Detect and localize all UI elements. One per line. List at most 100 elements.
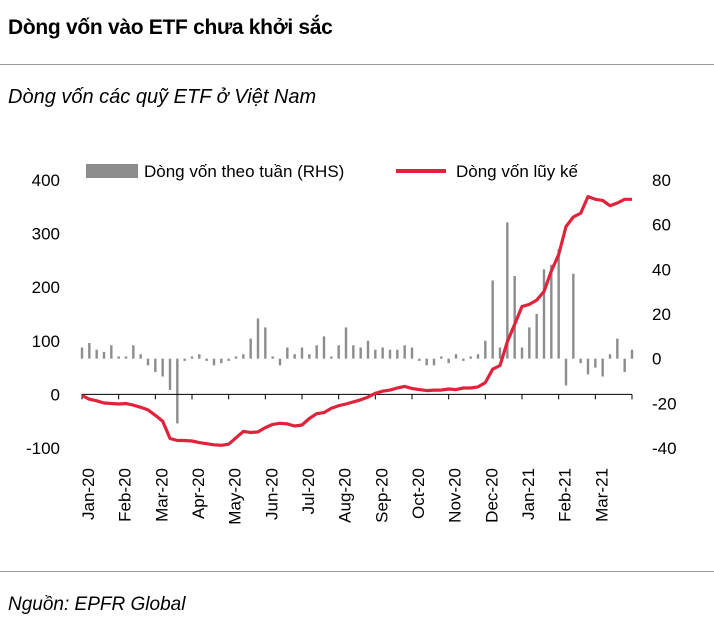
right-axis-tick: 60 xyxy=(652,216,671,235)
weekly-flow-bar xyxy=(432,358,436,366)
x-axis-label: Dec-20 xyxy=(482,468,501,523)
weekly-flow-bar xyxy=(498,347,502,359)
left-axis-tick: 300 xyxy=(32,225,60,244)
etf-flow-chart: Dòng vốn theo tuần (RHS) Dòng vốn lũy kế… xyxy=(26,162,677,525)
source-note: Nguồn: EPFR Global xyxy=(8,594,186,615)
weekly-flow-bar xyxy=(124,356,128,359)
weekly-flow-bar xyxy=(146,358,150,366)
weekly-flow-bar xyxy=(161,358,164,377)
headline: Dòng vốn vào ETF chưa khởi sắc xyxy=(8,16,333,39)
weekly-flow-bar xyxy=(388,349,392,359)
weekly-flow-bar xyxy=(117,356,120,359)
legend-bar-label: Dòng vốn theo tuần (RHS) xyxy=(144,162,344,181)
weekly-flow-bar xyxy=(286,347,289,359)
right-axis-tick: 20 xyxy=(652,305,671,324)
weekly-flow-bar xyxy=(322,336,326,359)
weekly-flow-bar xyxy=(264,327,267,359)
weekly-flow-bar xyxy=(293,354,296,359)
x-axis-label: Sep-20 xyxy=(372,468,391,523)
right-axis-tick: -40 xyxy=(652,439,677,458)
left-axis: 400 300 200 100 0 -100 xyxy=(26,171,60,458)
x-axis-label: Jul-20 xyxy=(299,468,318,514)
weekly-flow-bar xyxy=(579,358,582,364)
weekly-flow-bar xyxy=(249,338,252,359)
weekly-flow-bar xyxy=(102,351,106,359)
left-axis-tick: 100 xyxy=(32,332,60,351)
weekly-flow-bar xyxy=(403,345,406,359)
weekly-flow-bar xyxy=(469,356,472,359)
weekly-flow-bar xyxy=(608,354,612,359)
weekly-flow-bar xyxy=(601,358,604,377)
weekly-flow-bar xyxy=(271,356,274,359)
weekly-flow-bar xyxy=(88,343,91,359)
right-axis-tick: -20 xyxy=(652,394,677,413)
weekly-flow-bar xyxy=(484,340,487,359)
chart-subtitle: Dòng vốn các quỹ ETF ở Việt Nam xyxy=(8,86,317,108)
x-axis-label: Oct-20 xyxy=(409,468,428,519)
weekly-flow-bar xyxy=(198,354,201,359)
bottom-divider xyxy=(0,571,714,572)
weekly-flow-bar xyxy=(220,358,223,364)
weekly-flow-bar xyxy=(227,358,230,361)
weekly-flow-bar xyxy=(359,347,362,359)
weekly-flow-bar xyxy=(425,358,428,366)
weekly-flow-bar xyxy=(154,358,157,373)
x-axis-label: Mar-21 xyxy=(592,468,611,522)
legend: Dòng vốn theo tuần (RHS) Dòng vốn lũy kế xyxy=(86,162,578,181)
weekly-flow-bar xyxy=(256,318,260,359)
x-axis-label: Jan-21 xyxy=(519,468,538,520)
weekly-flow-bar xyxy=(491,280,494,359)
weekly-flow-bar xyxy=(183,358,186,361)
weekly-flow-bar xyxy=(410,347,414,359)
left-axis-tick: 0 xyxy=(51,385,60,404)
top-divider xyxy=(0,64,714,65)
weekly-flow-bar xyxy=(476,354,480,359)
x-axis-label: May-20 xyxy=(226,468,245,525)
weekly-flow-bar xyxy=(168,358,172,390)
right-axis: 80 60 40 20 0 -20 -40 xyxy=(652,171,677,458)
weekly-flow-bar xyxy=(447,358,450,364)
x-axis-labels: Jan-20 Feb-20 Mar-20 Apr-20 May-20 Jun-20 Jul-… xyxy=(79,468,611,525)
left-axis-tick: -100 xyxy=(26,439,60,458)
weekly-flow-bar xyxy=(506,222,509,359)
weekly-flow-bar xyxy=(242,354,245,359)
weekly-flow-bar xyxy=(528,327,531,359)
weekly-flow-bar xyxy=(205,358,208,361)
weekly-flow-bar xyxy=(366,340,370,359)
weekly-flow-bar xyxy=(337,345,340,359)
weekly-flow-bar xyxy=(80,347,84,359)
weekly-flow-bar xyxy=(550,264,553,359)
weekly-flow-bar xyxy=(557,249,560,359)
x-axis-ticks xyxy=(81,394,633,400)
right-axis-tick: 0 xyxy=(652,350,661,369)
weekly-flow-bar xyxy=(418,358,421,361)
weekly-flow-bar xyxy=(462,358,465,361)
weekly-flow-bar xyxy=(454,354,458,359)
weekly-flow-bar xyxy=(300,347,304,359)
weekly-flow-bar xyxy=(374,349,377,359)
weekly-flow-bar xyxy=(535,314,538,359)
weekly-flow-bar xyxy=(234,356,238,359)
weekly-flow-bar xyxy=(315,345,318,359)
weekly-flow-bar xyxy=(132,345,135,359)
weekly-flow-bar xyxy=(396,349,399,359)
weekly-flow-bar xyxy=(440,356,443,359)
cumulative-flow-line xyxy=(81,195,632,447)
x-axis-label: Jun-20 xyxy=(262,468,281,520)
weekly-flow-bar xyxy=(630,349,634,359)
weekly-flow-bar xyxy=(308,354,311,359)
weekly-flow-bar xyxy=(190,356,194,359)
weekly-flow-bar xyxy=(513,276,516,359)
weekly-flow-bar xyxy=(520,347,524,359)
x-axis-label: Mar-20 xyxy=(152,468,171,522)
weekly-flow-bar xyxy=(176,358,179,424)
x-axis-label: Apr-20 xyxy=(189,468,208,519)
left-axis-tick: 200 xyxy=(32,278,60,297)
weekly-flow-bar xyxy=(95,349,98,359)
x-axis-label: Jan-20 xyxy=(79,468,98,520)
x-axis-label: Nov-20 xyxy=(446,468,465,523)
weekly-flow-bars xyxy=(80,222,634,424)
weekly-flow-bar xyxy=(564,358,568,386)
right-axis-tick: 80 xyxy=(652,171,671,190)
left-axis-tick: 400 xyxy=(32,171,60,190)
